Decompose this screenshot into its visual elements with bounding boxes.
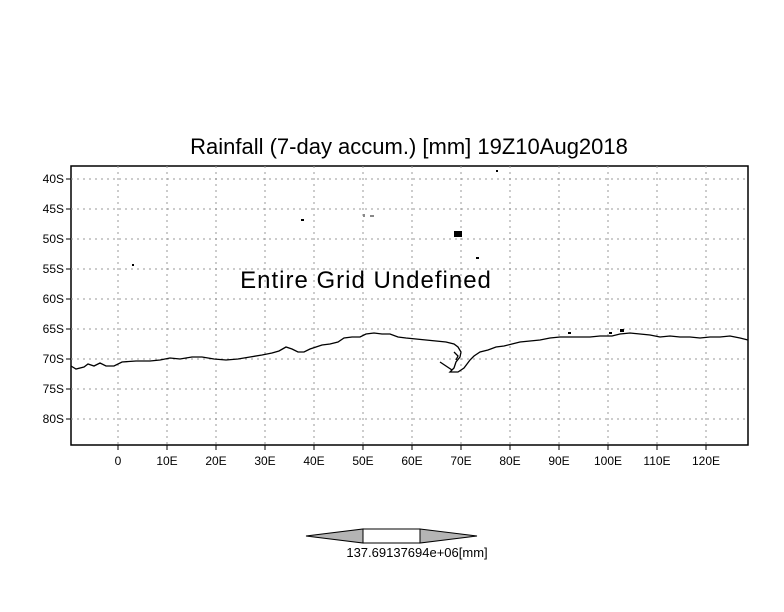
lat-label: 75S	[43, 382, 64, 396]
lon-label: 100E	[594, 454, 622, 468]
lat-label: 60S	[43, 292, 64, 306]
lon-label: 30E	[254, 454, 275, 468]
lon-label: 110E	[643, 454, 670, 468]
lon-label: 70E	[450, 454, 471, 468]
colorbar-right-triangle	[419, 528, 478, 544]
lon-label: 80E	[499, 454, 520, 468]
map-title: Rainfall (7-day accum.) [mm] 19Z10Aug201…	[190, 134, 628, 159]
gray-islands	[363, 214, 374, 217]
lon-label: 0	[115, 454, 122, 468]
lat-label: 50S	[43, 232, 64, 246]
coastline	[70, 332, 749, 373]
lon-label: 120E	[692, 454, 720, 468]
lon-axis-labels: 0 10E 20E 30E 40E 50E 60E 70E 80E 90E 100E 110E 120E	[115, 445, 720, 468]
lat-label: 40S	[43, 172, 64, 186]
lat-label: 45S	[43, 202, 64, 216]
colorbar-middle-box	[362, 528, 421, 544]
lon-label: 90E	[548, 454, 569, 468]
lon-label: 40E	[303, 454, 324, 468]
lat-label: 80S	[43, 412, 64, 426]
lat-axis-labels: 40S 45S 50S 55S 60S 65S 70S 75S 80S	[43, 172, 71, 426]
lat-label: 65S	[43, 322, 64, 336]
colorbar-left-triangle	[305, 528, 364, 544]
plot-frame	[70, 165, 749, 446]
colorbar-label: 137.69137694e+06[mm]	[346, 545, 487, 560]
lon-label: 20E	[205, 454, 226, 468]
lon-label: 10E	[156, 454, 177, 468]
lat-label: 55S	[43, 262, 64, 276]
undefined-grid-message: Entire Grid Undefined	[240, 267, 492, 294]
lat-label: 70S	[43, 352, 64, 366]
colorbar: 137.69137694e+06[mm]	[305, 528, 488, 560]
islands	[132, 170, 624, 334]
lon-label: 50E	[352, 454, 373, 468]
grid-lines	[71, 166, 748, 445]
lon-label: 60E	[401, 454, 422, 468]
